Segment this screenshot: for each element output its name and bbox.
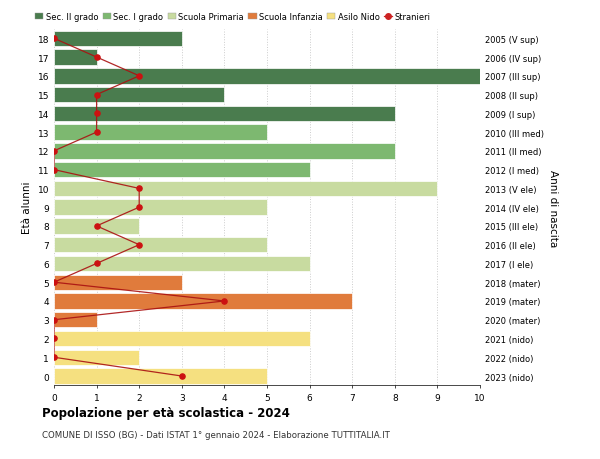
Bar xyxy=(54,294,352,309)
Point xyxy=(49,35,59,43)
Bar xyxy=(54,331,310,347)
Bar xyxy=(54,50,97,66)
Point xyxy=(49,148,59,155)
Bar xyxy=(54,69,480,84)
Bar xyxy=(54,125,267,140)
Bar xyxy=(54,219,139,234)
Point xyxy=(92,111,101,118)
Bar xyxy=(54,256,310,272)
Point xyxy=(49,354,59,361)
Bar xyxy=(54,144,395,159)
Bar xyxy=(54,181,437,196)
Point xyxy=(49,167,59,174)
Bar xyxy=(54,162,310,178)
Point xyxy=(92,92,101,99)
Bar xyxy=(54,350,139,365)
Point xyxy=(134,73,144,80)
Point xyxy=(49,316,59,324)
Point xyxy=(134,204,144,211)
Bar xyxy=(54,237,267,253)
Point xyxy=(49,279,59,286)
Y-axis label: Età alunni: Età alunni xyxy=(22,181,32,234)
Bar xyxy=(54,275,182,290)
Point xyxy=(220,297,229,305)
Point xyxy=(134,241,144,249)
Y-axis label: Anni di nascita: Anni di nascita xyxy=(548,169,558,246)
Point xyxy=(92,223,101,230)
Bar xyxy=(54,200,267,215)
Bar xyxy=(54,369,267,384)
Point xyxy=(49,335,59,342)
Point xyxy=(177,373,187,380)
Bar xyxy=(54,32,182,47)
Point xyxy=(92,260,101,268)
Bar xyxy=(54,106,395,122)
Legend: Sec. II grado, Sec. I grado, Scuola Primaria, Scuola Infanzia, Asilo Nido, Stran: Sec. II grado, Sec. I grado, Scuola Prim… xyxy=(35,13,431,22)
Text: Popolazione per età scolastica - 2024: Popolazione per età scolastica - 2024 xyxy=(42,406,290,419)
Bar xyxy=(54,88,224,103)
Bar xyxy=(54,313,97,328)
Point xyxy=(92,54,101,62)
Point xyxy=(134,185,144,193)
Point xyxy=(92,129,101,136)
Text: COMUNE DI ISSO (BG) - Dati ISTAT 1° gennaio 2024 - Elaborazione TUTTITALIA.IT: COMUNE DI ISSO (BG) - Dati ISTAT 1° genn… xyxy=(42,431,390,440)
